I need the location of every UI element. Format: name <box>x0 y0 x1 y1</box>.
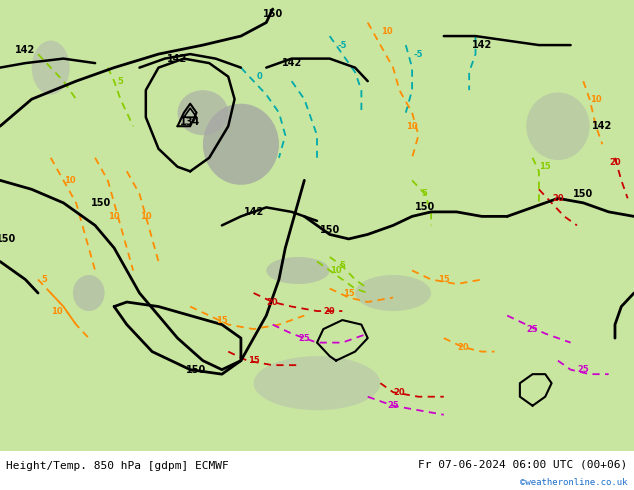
Text: -5: -5 <box>338 41 347 49</box>
Text: 10: 10 <box>381 27 392 36</box>
Text: 5: 5 <box>41 275 48 284</box>
Text: 10: 10 <box>406 122 418 131</box>
Ellipse shape <box>203 104 279 185</box>
Text: 15: 15 <box>438 275 450 284</box>
Text: 20: 20 <box>457 343 469 352</box>
Text: 150: 150 <box>415 202 435 212</box>
Text: 150: 150 <box>320 225 340 235</box>
Ellipse shape <box>254 356 380 410</box>
Text: 15: 15 <box>540 162 551 171</box>
Text: Fr 07-06-2024 06:00 UTC (00+06): Fr 07-06-2024 06:00 UTC (00+06) <box>418 460 628 469</box>
Text: 10: 10 <box>51 307 63 316</box>
Text: 5: 5 <box>422 189 428 198</box>
Text: 150: 150 <box>91 198 112 208</box>
Text: 150: 150 <box>186 365 207 375</box>
Text: 150: 150 <box>0 234 16 244</box>
Text: 5: 5 <box>339 262 346 270</box>
Text: ©weatheronline.co.uk: ©weatheronline.co.uk <box>520 478 628 488</box>
Ellipse shape <box>526 93 590 160</box>
Text: 15: 15 <box>343 289 354 297</box>
Text: 10: 10 <box>108 212 120 221</box>
Text: Height/Temp. 850 hPa [gdpm] ECMWF: Height/Temp. 850 hPa [gdpm] ECMWF <box>6 462 229 471</box>
Text: 150: 150 <box>262 8 283 19</box>
Text: 10: 10 <box>590 95 602 104</box>
Text: 10: 10 <box>140 212 152 221</box>
Text: 15: 15 <box>248 356 259 365</box>
Ellipse shape <box>178 90 228 135</box>
Text: 10: 10 <box>64 176 75 185</box>
Text: 142: 142 <box>167 53 188 64</box>
Text: 142: 142 <box>472 40 492 50</box>
Text: 142: 142 <box>592 121 612 131</box>
Text: 20: 20 <box>267 297 278 307</box>
Text: 25: 25 <box>387 401 399 410</box>
Text: 25: 25 <box>527 324 538 334</box>
Text: 5: 5 <box>117 76 124 86</box>
Text: 150: 150 <box>573 189 593 199</box>
Text: 20: 20 <box>394 388 405 397</box>
Ellipse shape <box>32 41 70 95</box>
Text: 0: 0 <box>257 72 263 81</box>
Text: 134: 134 <box>180 117 200 127</box>
Text: 20: 20 <box>552 194 564 203</box>
Text: -5: -5 <box>414 49 423 59</box>
Text: 10: 10 <box>330 266 342 275</box>
Text: 142: 142 <box>243 207 264 217</box>
Ellipse shape <box>266 257 330 284</box>
Ellipse shape <box>355 275 431 311</box>
Text: 142: 142 <box>281 58 302 68</box>
Text: 20: 20 <box>324 307 335 316</box>
Text: 25: 25 <box>299 334 310 343</box>
Text: 15: 15 <box>216 316 228 324</box>
Text: 20: 20 <box>609 158 621 167</box>
Ellipse shape <box>73 275 105 311</box>
Text: 142: 142 <box>15 45 36 54</box>
Text: 25: 25 <box>578 365 589 374</box>
